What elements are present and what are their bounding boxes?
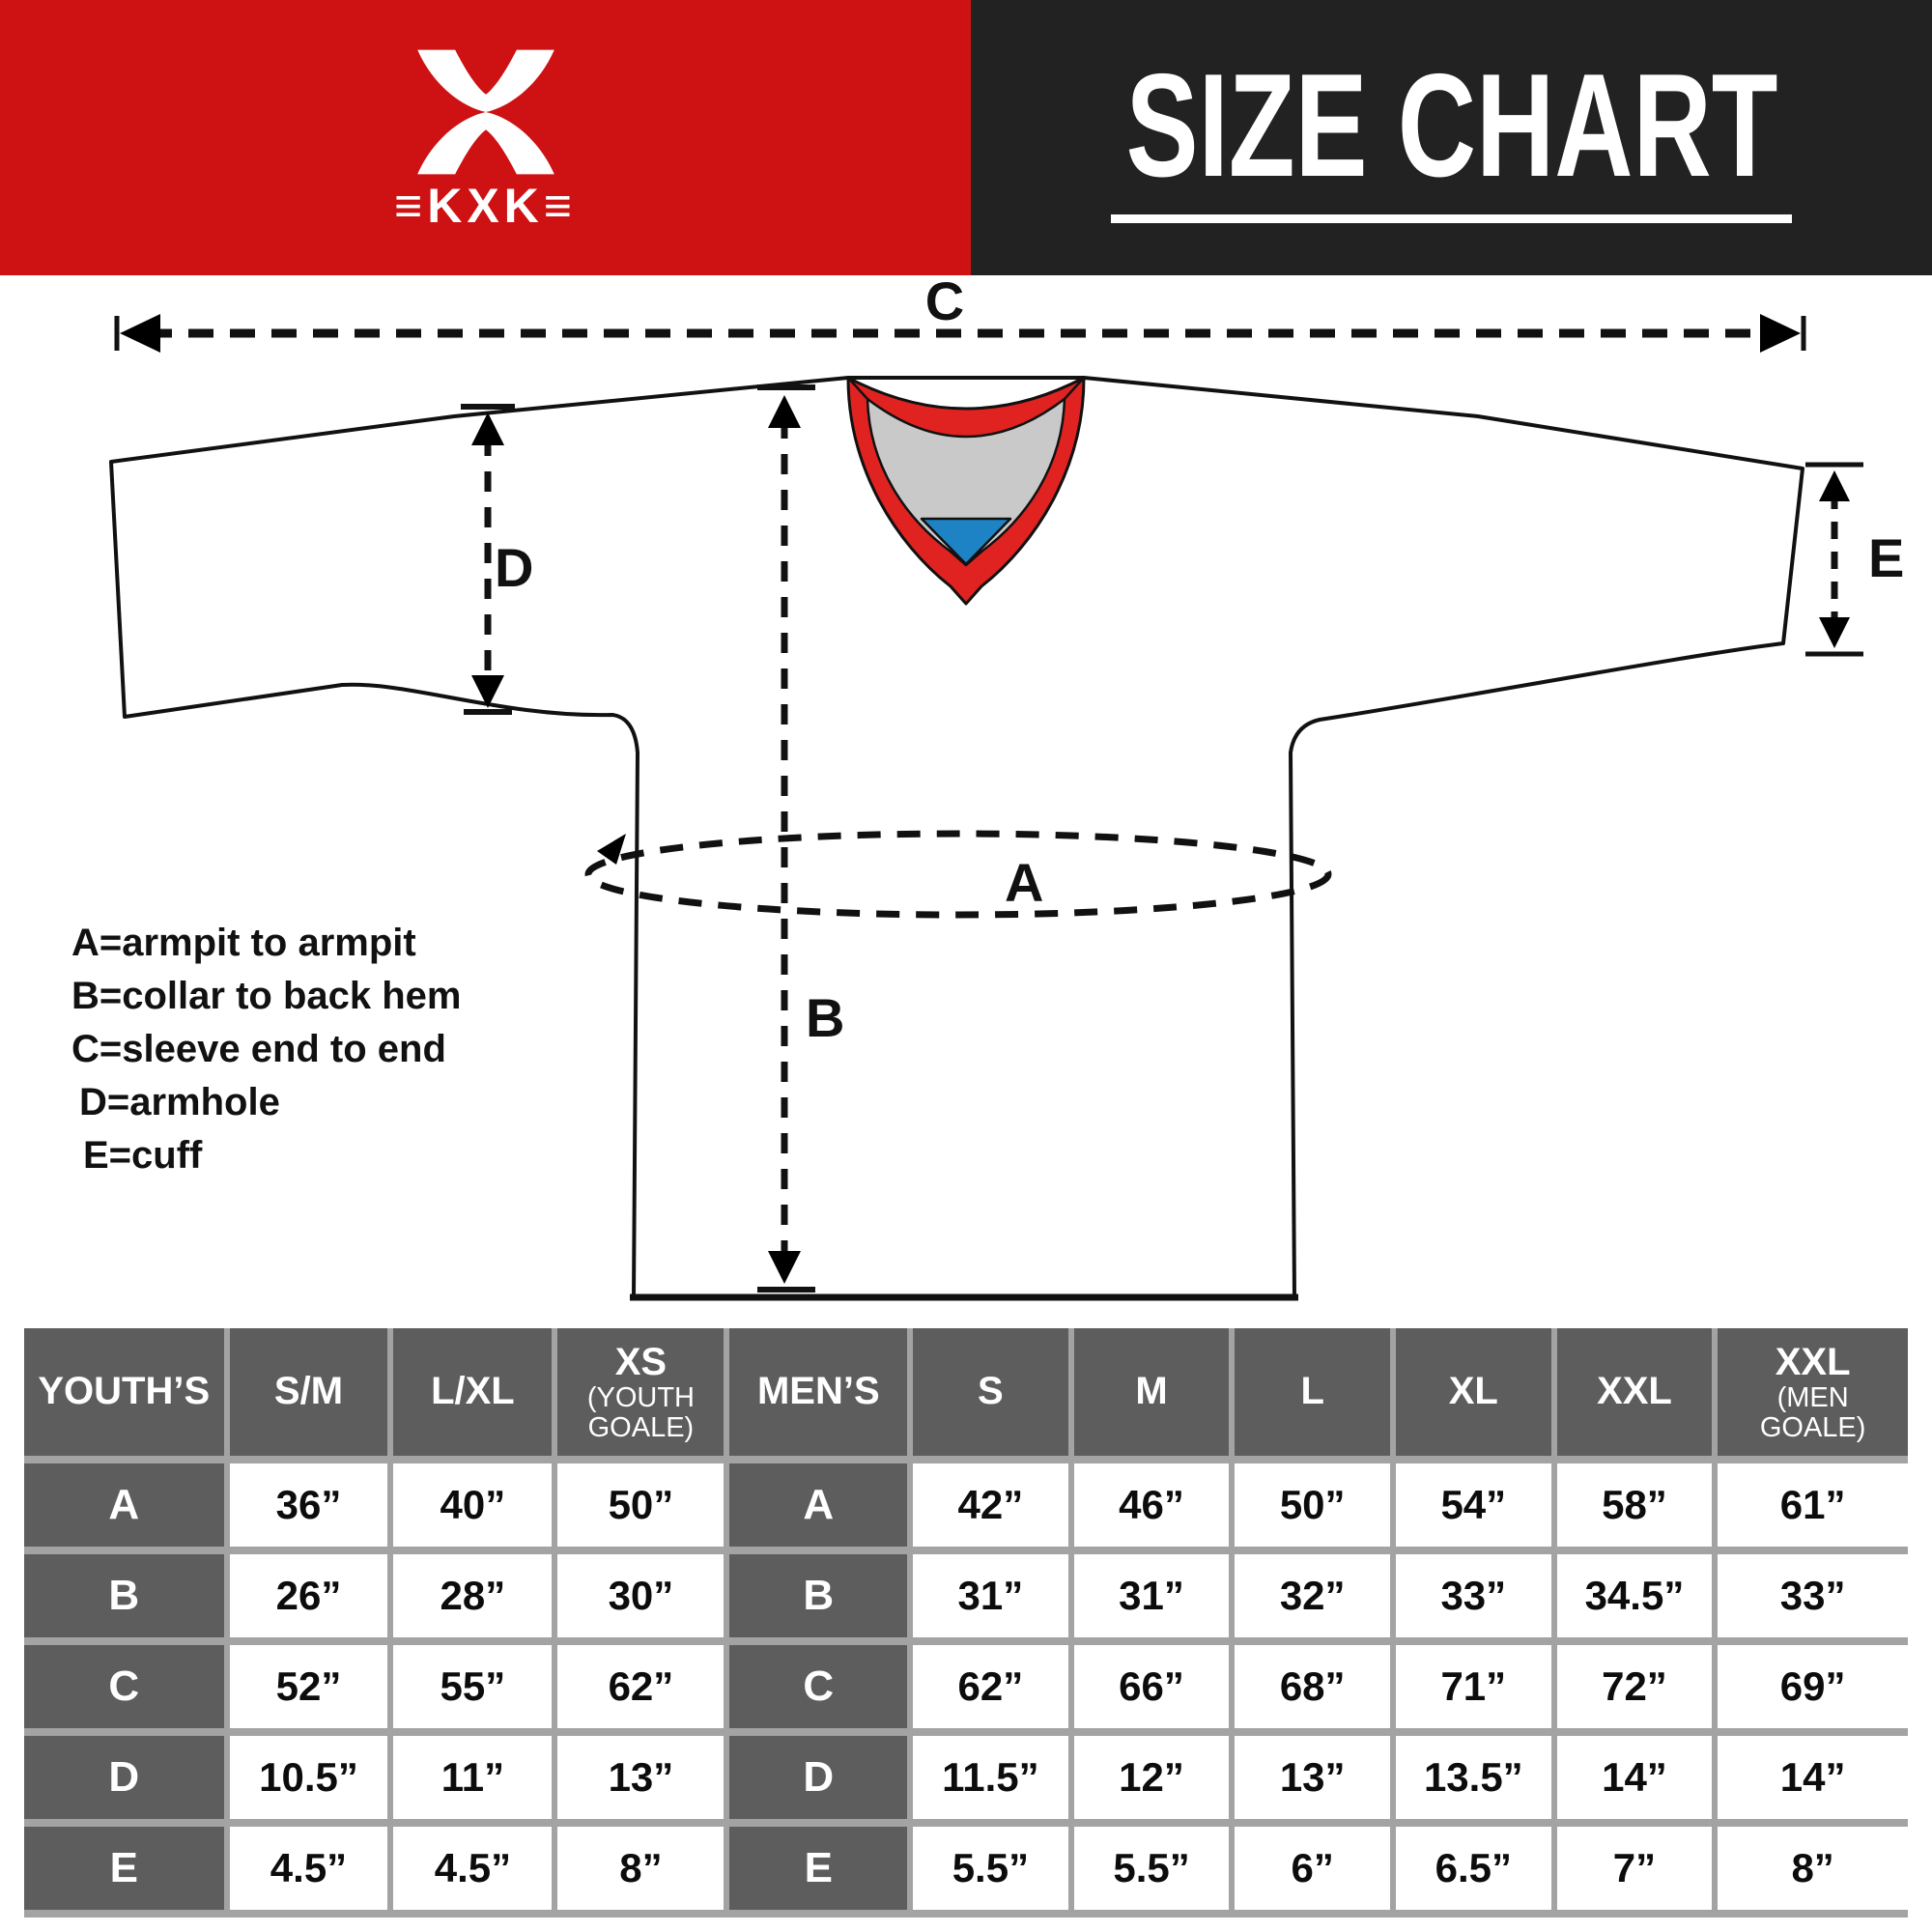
value-d-mens-m: 12” xyxy=(1073,1736,1230,1819)
value-e-youth-sm: 4.5” xyxy=(229,1827,388,1910)
legend-line-c: C=sleeve end to end xyxy=(71,1028,446,1070)
col-header-youth-sm: S/M xyxy=(229,1328,388,1456)
value-d-mens-xl: 13.5” xyxy=(1396,1736,1551,1819)
value-b-mens-xl: 33” xyxy=(1396,1554,1551,1637)
value-d-youth-sm: 10.5” xyxy=(229,1736,388,1819)
row-label-c-mens: C xyxy=(729,1645,908,1728)
page-title: SIZE CHART xyxy=(1125,43,1777,208)
value-c-mens-xxl: 72” xyxy=(1556,1645,1713,1728)
row-label-a-mens: A xyxy=(729,1463,908,1547)
jersey-diagram: C D B A xyxy=(0,275,1932,1328)
value-e-youth-lxl: 4.5” xyxy=(393,1827,553,1910)
value-e-mens-xl: 6.5” xyxy=(1396,1827,1551,1910)
label-a: A xyxy=(1005,852,1043,913)
value-d-mens-l: 13” xyxy=(1235,1736,1390,1819)
col-header-youths: YOUTH’S xyxy=(24,1328,224,1456)
measure-arrow-e: E xyxy=(1805,462,1904,657)
value-c-mens-m: 66” xyxy=(1073,1645,1230,1728)
collar-front-blue xyxy=(920,517,1012,566)
value-a-mens-m: 46” xyxy=(1073,1463,1230,1547)
label-b: B xyxy=(806,987,844,1048)
kxk-x-mark-icon xyxy=(416,49,554,174)
col-header-mens-m: M xyxy=(1073,1328,1230,1456)
measure-arrow-d: D xyxy=(461,404,533,715)
value-c-mens-s: 62” xyxy=(913,1645,1068,1728)
value-a-mens-l: 50” xyxy=(1235,1463,1390,1547)
legend-line-a: A=armpit to armpit xyxy=(71,922,416,964)
row-label-a-youth: A xyxy=(24,1463,224,1547)
value-e-mens-l: 6” xyxy=(1235,1827,1390,1910)
legend-line-b: B=collar to back hem xyxy=(71,975,462,1017)
row-label-c-youth: C xyxy=(24,1645,224,1728)
value-b-mens-xxl-goalie: 33” xyxy=(1718,1554,1908,1637)
col-header-mens-s: S xyxy=(913,1328,1068,1456)
value-a-mens-xxl: 58” xyxy=(1556,1463,1713,1547)
value-a-youth-sm: 36” xyxy=(229,1463,388,1547)
label-e: E xyxy=(1868,527,1904,588)
size-table: YOUTH’S S/M L/XL XS (YOUTH GOALE) MEN’S S… xyxy=(24,1328,1908,1918)
value-c-mens-l: 68” xyxy=(1235,1645,1390,1728)
value-a-youth-lxl: 40” xyxy=(393,1463,553,1547)
value-b-youth-xs: 30” xyxy=(557,1554,724,1637)
col-header-youth-lxl: L/XL xyxy=(393,1328,553,1456)
value-e-mens-m: 5.5” xyxy=(1073,1827,1230,1910)
value-b-youth-sm: 26” xyxy=(229,1554,388,1637)
kxk-logo: ≡KXK≡ xyxy=(372,46,600,230)
row-label-b-mens: B xyxy=(729,1554,908,1637)
col-header-mens-l: L xyxy=(1235,1328,1390,1456)
value-a-mens-xxl-goalie: 61” xyxy=(1718,1463,1908,1547)
value-a-youth-xs: 50” xyxy=(557,1463,724,1547)
value-e-youth-xs: 8” xyxy=(557,1827,724,1910)
value-b-mens-l: 32” xyxy=(1235,1554,1390,1637)
row-label-d-youth: D xyxy=(24,1736,224,1819)
value-a-mens-s: 42” xyxy=(913,1463,1068,1547)
value-a-mens-xl: 54” xyxy=(1396,1463,1551,1547)
col-header-mens-xxl-goalie: XXL (MEN GOALE) xyxy=(1718,1328,1908,1456)
value-c-youth-lxl: 55” xyxy=(393,1645,553,1728)
value-d-mens-xxl-goalie: 14” xyxy=(1718,1736,1908,1819)
value-b-mens-xxl: 34.5” xyxy=(1556,1554,1713,1637)
value-b-youth-lxl: 28” xyxy=(393,1554,553,1637)
value-e-mens-s: 5.5” xyxy=(913,1827,1068,1910)
measure-arrow-b: B xyxy=(757,384,844,1293)
kxk-logo-text: ≡KXK≡ xyxy=(394,178,577,233)
title-panel: SIZE CHART xyxy=(971,0,1932,275)
label-c: C xyxy=(925,275,964,331)
measure-arrow-c: C xyxy=(114,275,1806,353)
value-b-mens-s: 31” xyxy=(913,1554,1068,1637)
jersey-outline xyxy=(109,376,1804,1299)
value-e-mens-xxl: 7” xyxy=(1556,1827,1713,1910)
legend-line-e: E=cuff xyxy=(83,1134,203,1177)
row-label-e-mens: E xyxy=(729,1827,908,1910)
col-header-mens: MEN’S xyxy=(729,1328,908,1456)
collar-inner-gray xyxy=(866,397,1066,567)
brand-panel: ≡KXK≡ xyxy=(0,0,971,275)
row-label-b-youth: B xyxy=(24,1554,224,1637)
value-b-mens-m: 31” xyxy=(1073,1554,1230,1637)
col-header-mens-xxl: XXL xyxy=(1556,1328,1713,1456)
value-d-mens-xxl: 14” xyxy=(1556,1736,1713,1819)
value-c-mens-xl: 71” xyxy=(1396,1645,1551,1728)
label-d: D xyxy=(495,537,533,598)
collar-seam-right xyxy=(1064,377,1085,400)
value-d-mens-s: 11.5” xyxy=(913,1736,1068,1819)
row-label-d-mens: D xyxy=(729,1736,908,1819)
collar-seam-left xyxy=(847,377,868,400)
measure-ellipse-a: A xyxy=(584,830,1332,919)
jersey-diagram-svg: C D B A xyxy=(109,275,1904,1301)
col-header-mens-xl: XL xyxy=(1396,1328,1551,1456)
value-d-youth-xs: 13” xyxy=(557,1736,724,1819)
col-header-youth-xs-goalie: XS (YOUTH GOALE) xyxy=(557,1328,724,1456)
value-c-youth-sm: 52” xyxy=(229,1645,388,1728)
value-c-mens-xxl-goalie: 69” xyxy=(1718,1645,1908,1728)
legend-line-d: D=armhole xyxy=(79,1081,280,1123)
value-c-youth-xs: 62” xyxy=(557,1645,724,1728)
row-label-e-youth: E xyxy=(24,1827,224,1910)
header: ≡KXK≡ SIZE CHART xyxy=(0,0,1932,275)
measurement-legend: A=armpit to armpit B=collar to back hem … xyxy=(71,917,461,1182)
value-e-mens-xxl-goalie: 8” xyxy=(1718,1827,1908,1910)
value-d-youth-lxl: 11” xyxy=(393,1736,553,1819)
title-underline xyxy=(1111,214,1792,223)
